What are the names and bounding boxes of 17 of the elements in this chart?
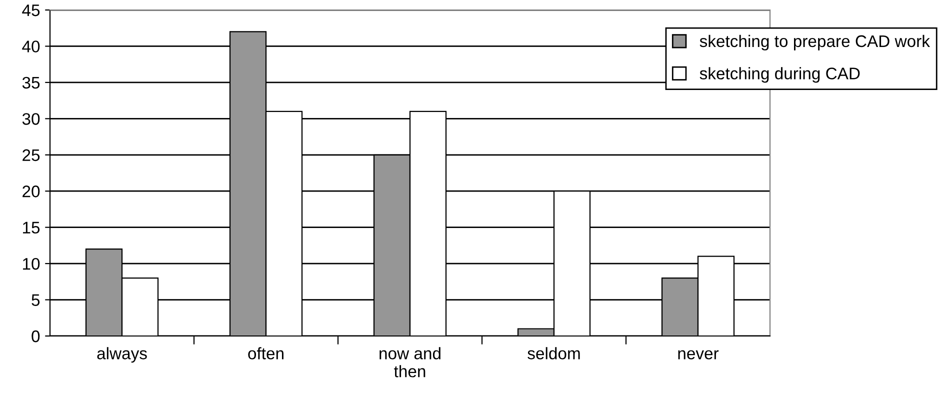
y-tick-label: 35 bbox=[22, 76, 40, 89]
y-tick-label: 25 bbox=[22, 149, 40, 162]
y-tick-label: 10 bbox=[23, 258, 40, 270]
y-tick-label: 40 bbox=[22, 40, 40, 52]
x-tick-label: always bbox=[97, 347, 147, 363]
y-tick-label: 0 bbox=[32, 330, 40, 342]
x-tick-label: seldom bbox=[528, 347, 580, 360]
y-tick-label: 5 bbox=[32, 294, 40, 306]
y-tick-label: 15 bbox=[23, 222, 40, 234]
y-tick-label: 45 bbox=[22, 4, 40, 16]
x-tick-label: often bbox=[248, 347, 284, 360]
y-tick-label: 30 bbox=[22, 113, 40, 125]
x-tick-label: never bbox=[678, 350, 719, 360]
x-tick-label: now and then bbox=[380, 347, 440, 378]
legend-label: sketching during CAD bbox=[700, 67, 860, 83]
y-tick-label: 20 bbox=[22, 186, 40, 198]
legend-label: sketching to prepare CAD work bbox=[700, 34, 930, 50]
